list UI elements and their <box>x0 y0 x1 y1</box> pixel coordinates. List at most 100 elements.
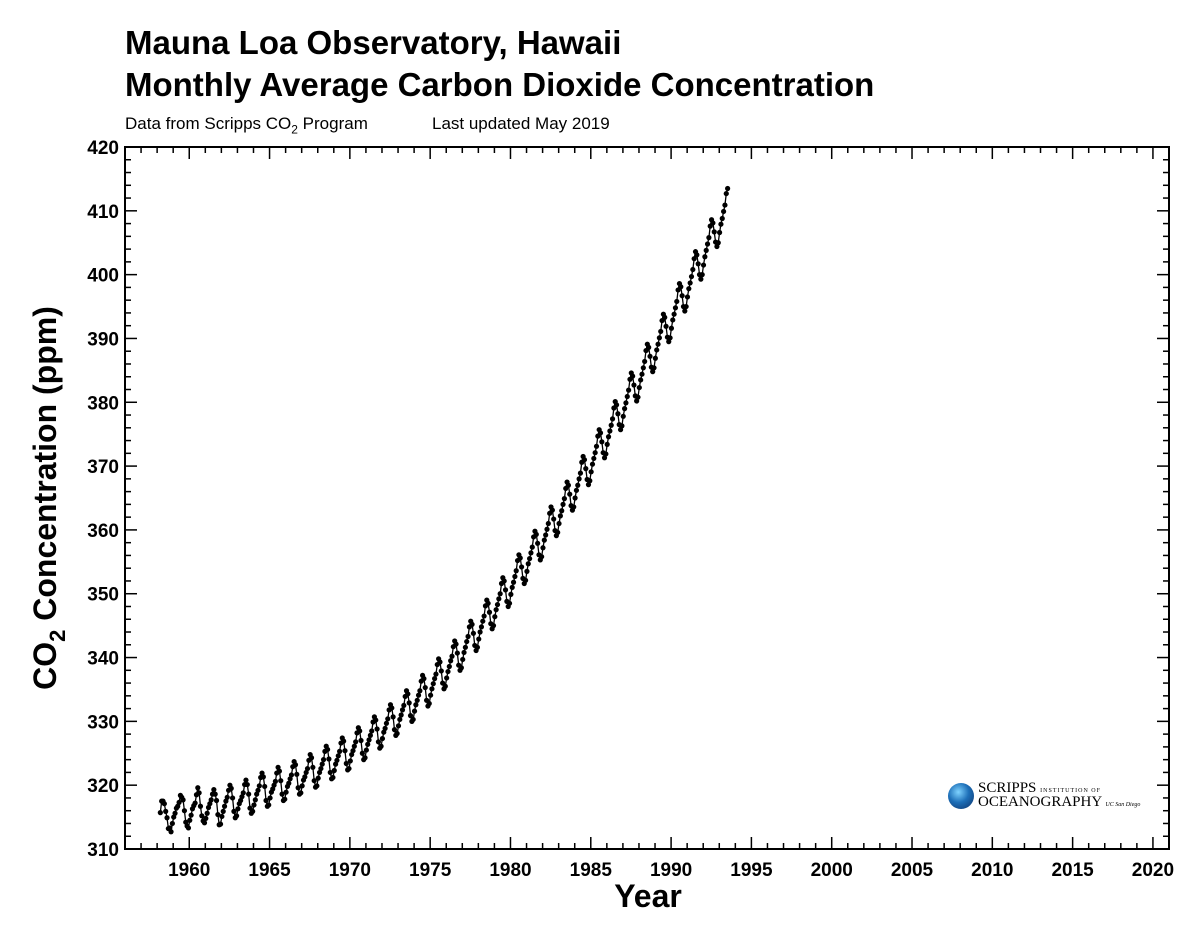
data-point <box>359 750 365 756</box>
data-point <box>324 746 331 753</box>
data-point <box>631 382 637 388</box>
data-point <box>667 335 673 341</box>
data-point <box>320 757 327 763</box>
data-point <box>334 757 340 763</box>
data-point <box>219 813 225 820</box>
data-point <box>469 621 475 627</box>
co2-series-points <box>157 185 731 835</box>
data-point <box>506 600 513 606</box>
data-point <box>535 540 541 546</box>
data-point <box>342 748 348 754</box>
logo-line1-small: INSTITUTION OF <box>1040 788 1101 794</box>
data-point <box>244 781 250 788</box>
data-point <box>331 767 337 774</box>
data-point <box>240 790 246 796</box>
data-point <box>215 811 221 818</box>
data-point <box>335 753 341 759</box>
data-point <box>231 808 237 814</box>
data-point <box>448 658 454 664</box>
data-point <box>518 564 525 570</box>
y-tick-label: 330 <box>87 712 119 733</box>
data-point <box>169 820 175 827</box>
data-point <box>545 520 551 527</box>
data-point <box>663 323 669 329</box>
data-point <box>362 755 368 761</box>
data-point <box>549 507 555 513</box>
data-point <box>565 482 572 488</box>
data-point <box>721 208 727 215</box>
data-point <box>369 728 375 734</box>
y-tick-label: 400 <box>87 266 119 287</box>
data-point <box>458 665 464 671</box>
globe-icon <box>948 783 974 809</box>
data-point <box>603 451 609 457</box>
x-tick-label: 2010 <box>971 860 1013 881</box>
x-tick-label: 1990 <box>650 860 692 881</box>
data-point <box>716 229 723 236</box>
data-point <box>690 266 696 273</box>
data-point <box>686 286 692 292</box>
data-point <box>533 531 539 537</box>
data-point <box>358 737 364 744</box>
data-point <box>525 561 531 567</box>
data-point <box>262 783 268 790</box>
y-tick-label: 310 <box>87 840 119 861</box>
data-point <box>442 683 448 689</box>
x-tick-label: 1995 <box>730 860 773 881</box>
data-point <box>588 469 594 475</box>
data-point <box>415 692 422 698</box>
data-point <box>711 229 717 235</box>
data-point <box>670 317 676 323</box>
data-point <box>330 774 336 781</box>
data-point <box>695 261 701 267</box>
data-point <box>279 791 285 797</box>
data-point <box>399 707 406 713</box>
data-point <box>302 774 308 780</box>
data-point <box>391 727 398 733</box>
data-point <box>199 813 205 819</box>
data-point <box>394 730 400 737</box>
data-point <box>192 800 198 806</box>
data-point <box>477 629 483 635</box>
data-point <box>723 190 729 197</box>
data-point <box>252 797 258 803</box>
data-point <box>235 806 241 812</box>
data-point <box>445 668 451 675</box>
data-point <box>357 728 363 734</box>
data-point <box>407 713 414 719</box>
data-point <box>382 725 388 731</box>
data-point <box>266 802 272 808</box>
logo-line2-small: UC San Diego <box>1105 802 1141 808</box>
data-point <box>571 504 577 510</box>
data-point <box>682 308 688 314</box>
data-point <box>187 817 193 823</box>
data-point <box>299 783 305 789</box>
data-point <box>429 686 435 692</box>
data-point <box>461 649 467 656</box>
data-point <box>398 712 404 718</box>
data-point <box>678 284 684 290</box>
logo-line2: OCEANOGRAPHY UC San Diego <box>978 795 1140 813</box>
data-point <box>255 787 261 793</box>
data-point <box>201 820 208 826</box>
data-source-prefix: Data from Scripps CO <box>125 114 292 133</box>
data-point <box>576 476 582 482</box>
data-point <box>512 573 518 580</box>
data-point <box>204 810 210 816</box>
data-point <box>497 591 503 597</box>
data-point <box>556 520 562 527</box>
data-point <box>374 726 380 732</box>
data-point <box>438 668 444 674</box>
data-point <box>559 508 565 514</box>
data-point <box>674 298 680 305</box>
y-tick-label: 360 <box>87 521 119 542</box>
data-point <box>636 384 642 391</box>
axis-ticks <box>124 146 1170 850</box>
data-point <box>294 771 300 777</box>
data-point <box>406 700 412 706</box>
data-point <box>694 252 700 258</box>
data-point <box>437 659 443 665</box>
data-point <box>493 607 499 613</box>
data-point <box>527 556 533 562</box>
data-point <box>397 716 403 723</box>
